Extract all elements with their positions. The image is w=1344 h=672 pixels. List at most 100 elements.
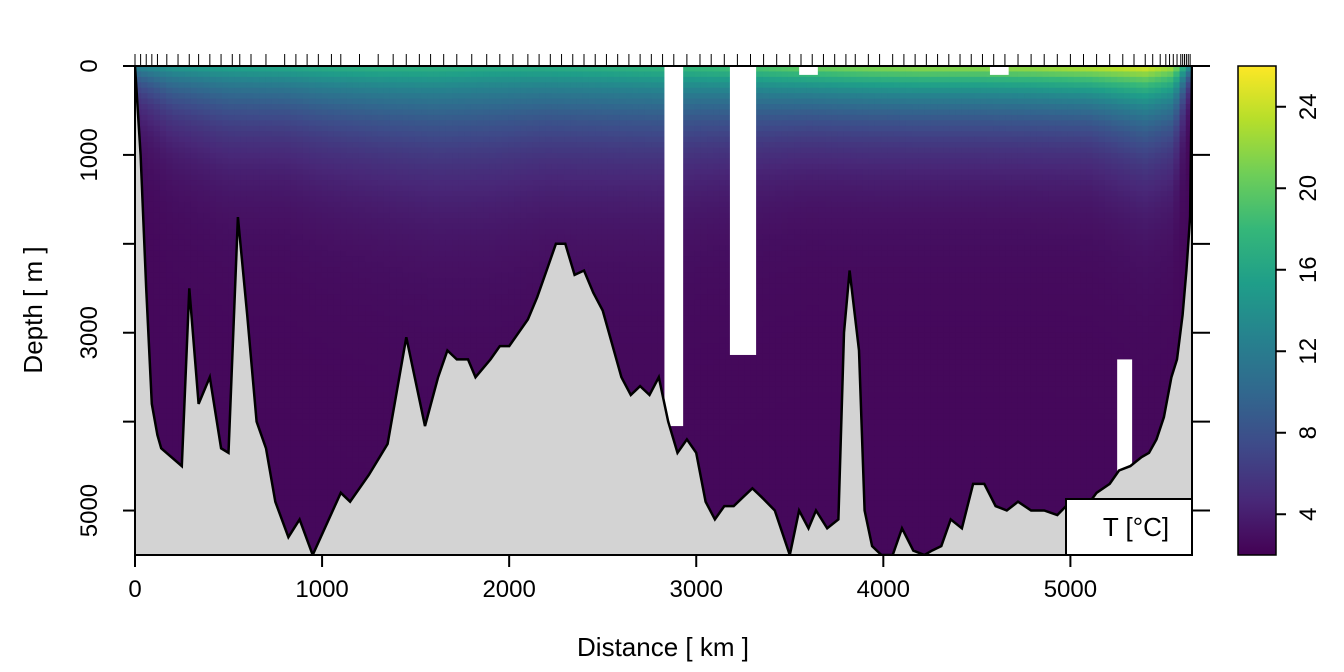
temperature-cell (265, 288, 273, 295)
temperature-cell (333, 419, 341, 426)
temperature-cell (352, 440, 360, 447)
temperature-cell (203, 207, 211, 214)
temperature-cell (321, 310, 329, 317)
temperature-cell (259, 348, 267, 355)
temperature-cell (327, 87, 335, 94)
temperature-cell (396, 174, 403, 181)
temperature-cell (365, 131, 372, 138)
temperature-cell (166, 120, 173, 127)
temperature-cell (365, 125, 372, 132)
temperature-cell (278, 500, 285, 507)
temperature-cell (302, 402, 310, 409)
temperature-cell (215, 185, 223, 192)
temperature-cell (333, 142, 341, 149)
temperature-cell (383, 207, 391, 214)
temperature-cell (315, 212, 323, 219)
temperature-cell (147, 267, 155, 274)
temperature-cell (190, 131, 198, 138)
temperature-cell (222, 114, 229, 121)
temperature-cell (203, 82, 211, 89)
temperature-cell (377, 245, 385, 252)
temperature-cell (365, 114, 372, 121)
temperature-cell (309, 413, 316, 420)
temperature-cell (333, 381, 341, 388)
temperature-cell (389, 163, 397, 170)
temperature-cell (153, 93, 161, 100)
temperature-cell (166, 288, 173, 295)
temperature-cell (302, 370, 310, 377)
temperature-cell (327, 321, 335, 328)
temperature-cell (340, 457, 347, 464)
temperature-cell (476, 218, 484, 225)
temperature-cell (234, 158, 242, 165)
temperature-cell (197, 256, 204, 263)
temperature-cell (215, 348, 223, 355)
temperature-cell (340, 218, 347, 225)
temperature-cell (452, 93, 459, 100)
temperature-cell (427, 348, 435, 355)
temperature-cell (377, 114, 385, 121)
temperature-cell (309, 424, 316, 431)
temperature-cell (290, 375, 298, 382)
temperature-cell (396, 185, 403, 192)
temperature-cell (190, 234, 198, 241)
temperature-cell (352, 185, 360, 192)
temperature-cell (159, 332, 167, 339)
temperature-cell (290, 196, 298, 203)
temperature-cell (327, 201, 335, 208)
temperature-cell (421, 114, 428, 121)
temperature-cell (278, 147, 285, 154)
temperature-cell (389, 386, 397, 393)
temperature-cell (166, 114, 173, 121)
temperature-cell (340, 136, 347, 143)
temperature-cell (265, 120, 273, 127)
temperature-cell (253, 234, 260, 241)
temperature-cell (240, 169, 248, 176)
temperature-cell (421, 136, 428, 143)
temperature-cell (309, 147, 316, 154)
temperature-cell (340, 250, 347, 257)
temperature-cell (433, 359, 441, 366)
temperature-cell (153, 185, 161, 192)
temperature-cell (433, 207, 441, 214)
temperature-cell (377, 288, 385, 295)
temperature-cell (253, 348, 260, 355)
temperature-cell (421, 299, 428, 306)
temperature-cell (371, 359, 379, 366)
temperature-cell (396, 272, 403, 279)
temperature-cell (396, 87, 403, 94)
temperature-cell (352, 71, 360, 78)
temperature-cell (383, 364, 391, 371)
temperature-cell (147, 180, 155, 187)
temperature-cell (309, 435, 316, 442)
temperature-cell (290, 125, 298, 132)
temperature-cell (439, 272, 447, 279)
temperature-cell (296, 256, 304, 263)
temperature-cell (452, 180, 459, 187)
temperature-cell (433, 310, 441, 317)
temperature-cell (470, 158, 478, 165)
temperature-cell (215, 174, 223, 181)
temperature-cell (234, 114, 242, 121)
temperature-cell (166, 147, 173, 154)
temperature-cell (203, 337, 211, 344)
temperature-cell (265, 353, 273, 360)
temperature-cell (259, 430, 267, 437)
temperature-cell (278, 321, 285, 328)
temperature-cell (309, 430, 316, 437)
temperature-cell (377, 375, 385, 382)
temperature-cell (346, 104, 354, 111)
temperature-cell (439, 218, 447, 225)
temperature-cell (421, 185, 428, 192)
temperature-cell (383, 104, 391, 111)
temperature-cell (346, 392, 354, 399)
temperature-cell (178, 375, 186, 382)
temperature-cell (421, 190, 428, 197)
temperature-cell (253, 201, 260, 208)
temperature-cell (476, 125, 484, 132)
temperature-cell (253, 152, 260, 159)
temperature-cell (178, 180, 186, 187)
temperature-cell (271, 229, 279, 236)
temperature-cell (166, 375, 173, 382)
temperature-cell (228, 207, 236, 214)
